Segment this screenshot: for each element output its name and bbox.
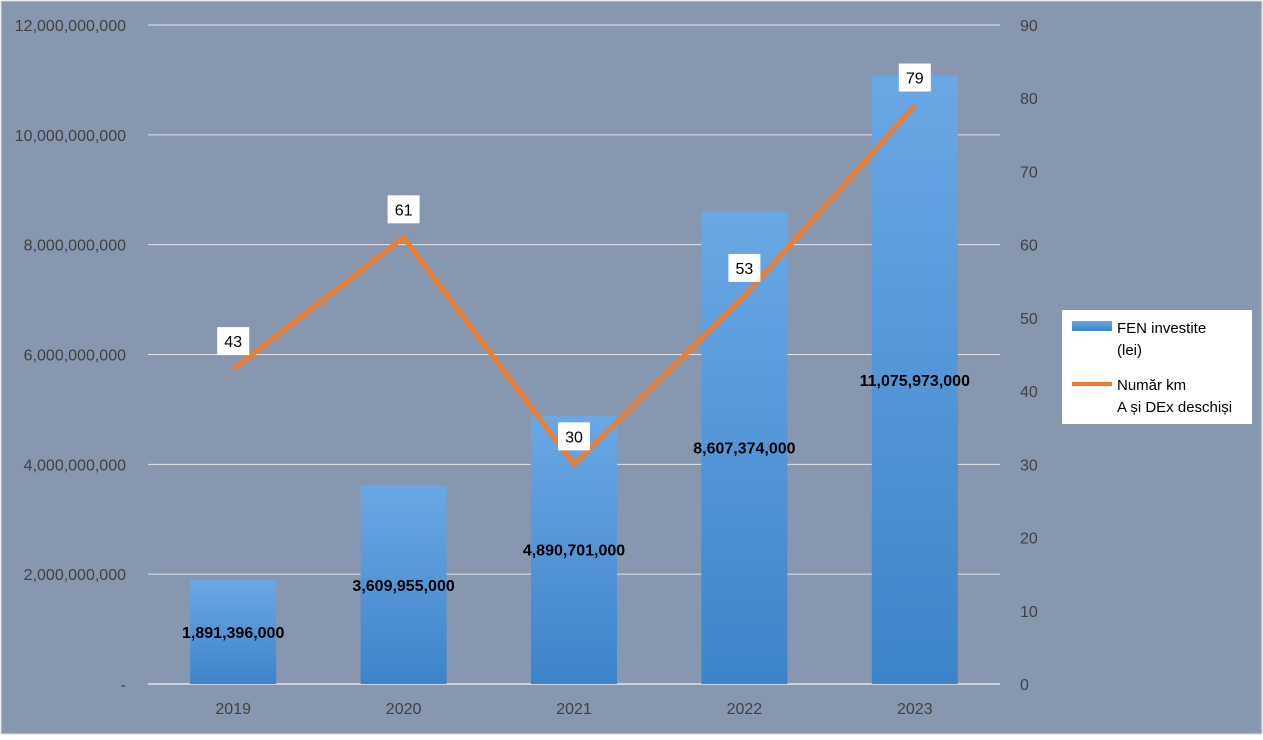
legend-text-line: A și DEx deschiși: [1117, 399, 1232, 416]
line-data-label: 43: [224, 334, 242, 351]
y-right-tick-label: 10: [1020, 604, 1038, 621]
line-data-label: 61: [395, 202, 413, 219]
legend-label-bar: FEN investite (lei): [1117, 320, 1206, 359]
y-left-tick-label: 12,000,000,000: [15, 18, 126, 35]
line-point: [573, 463, 575, 465]
legend-text-line: FEN investite: [1117, 320, 1206, 337]
line-data-label-box: [387, 195, 420, 224]
line-data-label-box: [898, 63, 931, 92]
y-left-tick-label: 10,000,000,000: [15, 128, 126, 145]
y-right-tick-label: 90: [1020, 18, 1038, 35]
line-point: [403, 236, 405, 238]
line-data-label: 79: [906, 71, 924, 88]
y-left-tick-label: 4,000,000,000: [24, 457, 126, 474]
y-right-tick-label: 70: [1020, 164, 1038, 181]
bar: [360, 485, 447, 684]
bar-data-label: 8,607,374,000: [693, 441, 795, 458]
line-data-label-box: [217, 327, 250, 356]
data-labels: 1,891,396,000 3,609,955,000 4,890,701,000 8…: [182, 63, 970, 642]
bar: [871, 75, 958, 684]
line-point: [743, 295, 745, 297]
legend: FEN investite (lei) Număr km A și DEx desc…: [1062, 310, 1252, 424]
line-point: [232, 368, 234, 370]
legend-swatch-bar: [1072, 321, 1112, 331]
legend-text-line: Număr km: [1117, 377, 1186, 394]
y-left-tick-label: -: [121, 677, 126, 694]
x-tick-label: 2021: [556, 701, 592, 718]
bar-data-label: 1,891,396,000: [182, 625, 284, 642]
x-tick-label: 2022: [727, 701, 763, 718]
line-series: [231, 103, 917, 469]
y-left-tick-label: 6,000,000,000: [24, 348, 126, 365]
x-tick-label: 2023: [897, 701, 933, 718]
bar-data-label: 3,609,955,000: [352, 578, 454, 595]
x-tick-label: 2020: [386, 701, 422, 718]
legend-label-line: Număr km A și DEx deschiși: [1117, 377, 1232, 416]
bar-data-label: 4,890,701,000: [523, 543, 625, 560]
line-data-label: 53: [736, 261, 754, 278]
y-left-tick-label: 2,000,000,000: [24, 567, 126, 584]
line-point: [914, 105, 916, 107]
y-right-tick-label: 0: [1020, 677, 1029, 694]
axes: - 2,000,000,000 4,000,000,000 6,000,000,000…: [15, 18, 1038, 718]
y-right-tick-label: 60: [1020, 238, 1038, 255]
x-tick-label: 2019: [215, 701, 251, 718]
bar-data-label: 11,075,973,000: [860, 373, 970, 390]
bar-series: [190, 75, 958, 684]
legend-text-line: (lei): [1117, 342, 1142, 359]
y-right-tick-label: 30: [1020, 457, 1038, 474]
line-data-label-box: [728, 253, 761, 282]
y-left-tick-label: 8,000,000,000: [24, 238, 126, 255]
line-data-label: 30: [565, 429, 583, 446]
line-data-label-box: [558, 422, 590, 451]
bar: [701, 211, 788, 684]
y-right-tick-label: 40: [1020, 384, 1038, 401]
bar: [190, 580, 277, 684]
y-right-tick-label: 80: [1020, 91, 1038, 108]
gridlines: [148, 24, 1000, 685]
y-right-tick-label: 20: [1020, 531, 1038, 548]
y-right-tick-label: 50: [1020, 311, 1038, 328]
